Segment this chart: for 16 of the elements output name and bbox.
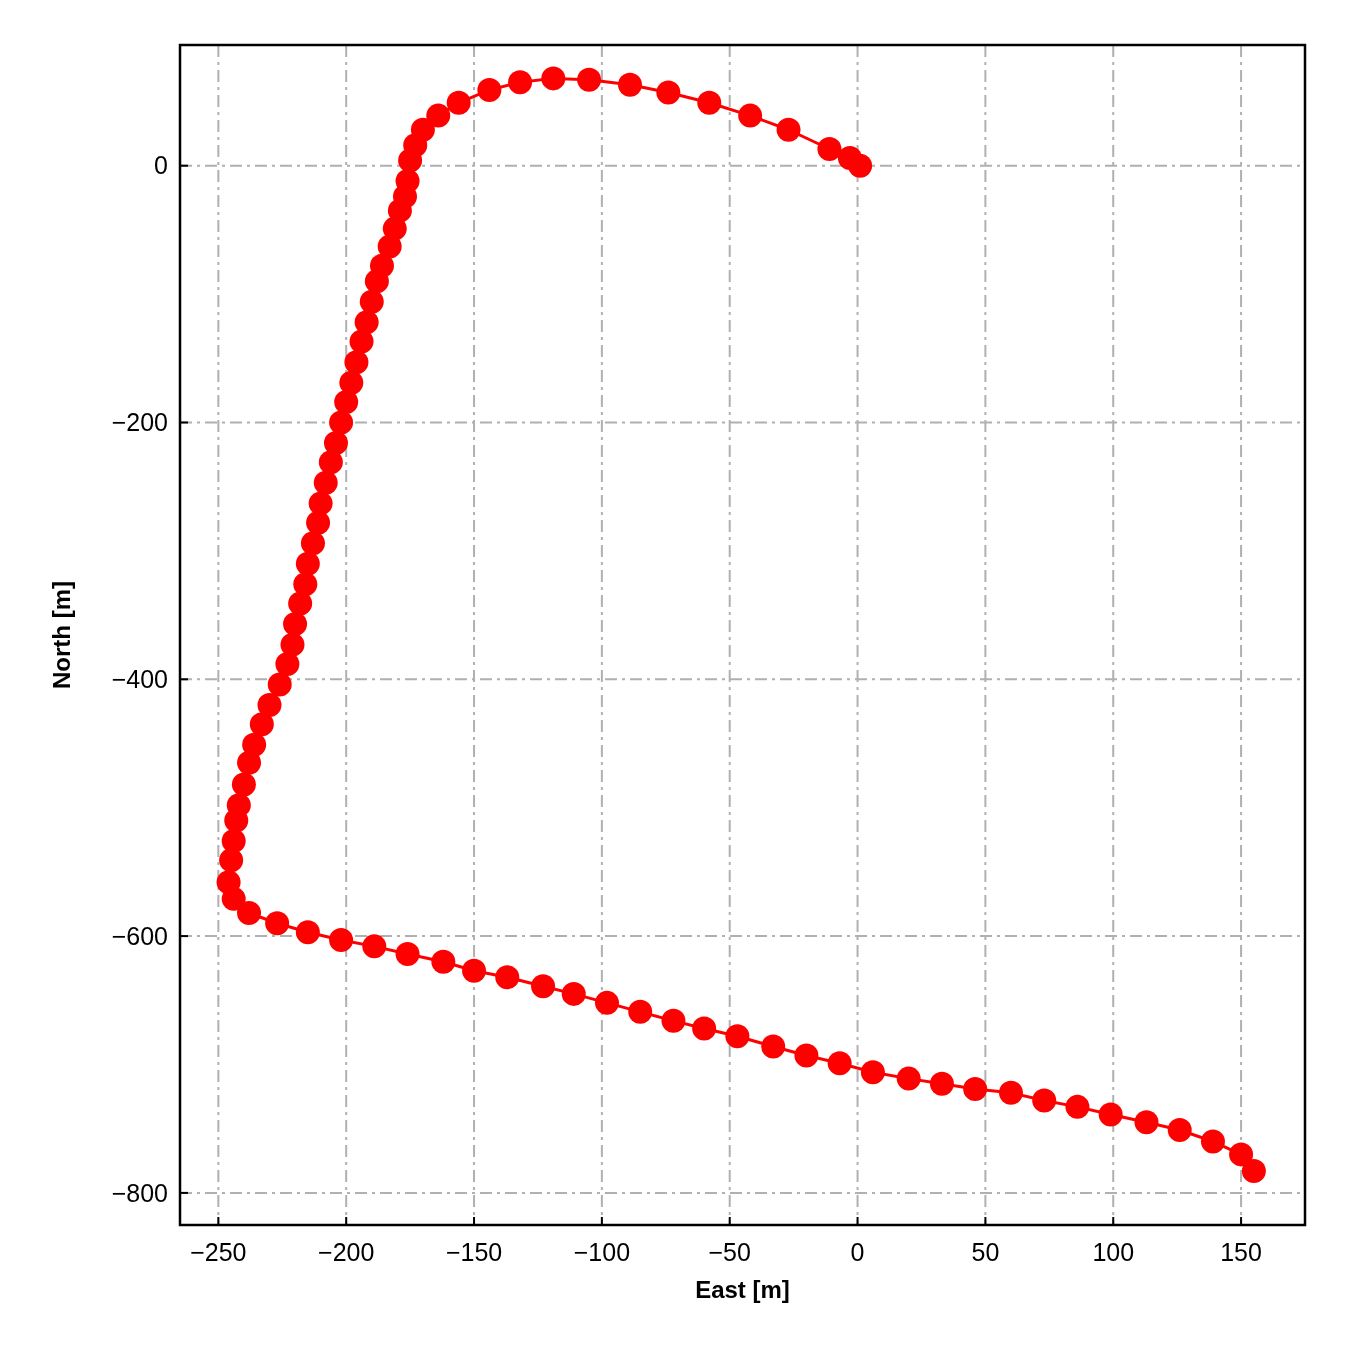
y-tick-label: −800: [111, 1178, 168, 1207]
x-tick-label: 150: [1220, 1238, 1262, 1266]
y-tick-label: −600: [111, 921, 168, 950]
x-axis-title: East [m]: [695, 1276, 790, 1303]
y-tick-label: −400: [111, 665, 168, 694]
x-tick-label: −200: [318, 1238, 375, 1266]
y-axis-title: North [m]: [48, 581, 75, 689]
y-tick-label: 0: [154, 151, 168, 180]
x-tick-label: 50: [971, 1238, 1000, 1266]
y-tick-label: −200: [111, 408, 168, 437]
x-tick-label: −50: [708, 1238, 751, 1266]
x-tick-label: 0: [850, 1238, 865, 1266]
x-tick-label: −150: [445, 1238, 503, 1266]
x-tick-label: −100: [573, 1238, 631, 1266]
x-tick-label: 100: [1092, 1238, 1135, 1266]
x-tick-label: −250: [190, 1238, 247, 1266]
